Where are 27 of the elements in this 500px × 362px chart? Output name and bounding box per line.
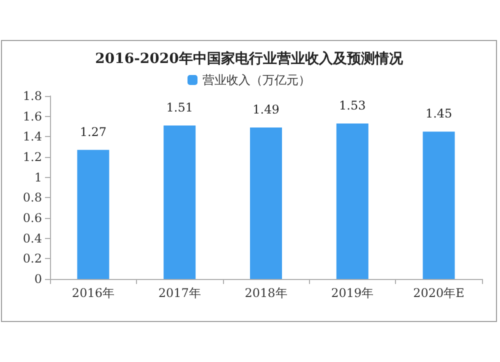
y-tick-label: 0.8 [22,190,42,205]
y-tick-label: 0 [34,272,42,286]
data-label: 1.45 [425,106,452,121]
x-tick-label: 2016年 [72,286,114,300]
chart-title: 2016-2020年中国家电行业营业收入及预测情况 [95,50,404,67]
bar [250,128,282,279]
data-label: 1.53 [339,98,366,112]
x-tick-label: 2019年 [331,286,374,300]
data-label: 1.49 [252,102,280,117]
x-tick-label: 2017年 [158,286,201,300]
y-tick-label: 0.4 [22,231,42,246]
x-tick-label: 2018年 [244,286,288,300]
y-tick-label: 1.8 [22,89,42,103]
y-tick-label: 1.4 [22,130,42,144]
y-tick-label: 1 [34,170,42,184]
y-tick-label: 0.6 [22,211,42,225]
bar [77,150,110,279]
bar [164,125,196,279]
legend-label: 营业收入（万亿元） [202,73,310,87]
data-label: 1.51 [166,100,193,114]
bar [336,123,368,279]
bar [422,132,455,279]
y-tick-label: 1.2 [22,150,42,164]
data-label: 1.27 [80,124,107,139]
x-tick-label: 2020年E [413,286,464,300]
y-tick-label: 0.2 [22,252,42,266]
y-tick-label: 1.6 [22,109,42,124]
